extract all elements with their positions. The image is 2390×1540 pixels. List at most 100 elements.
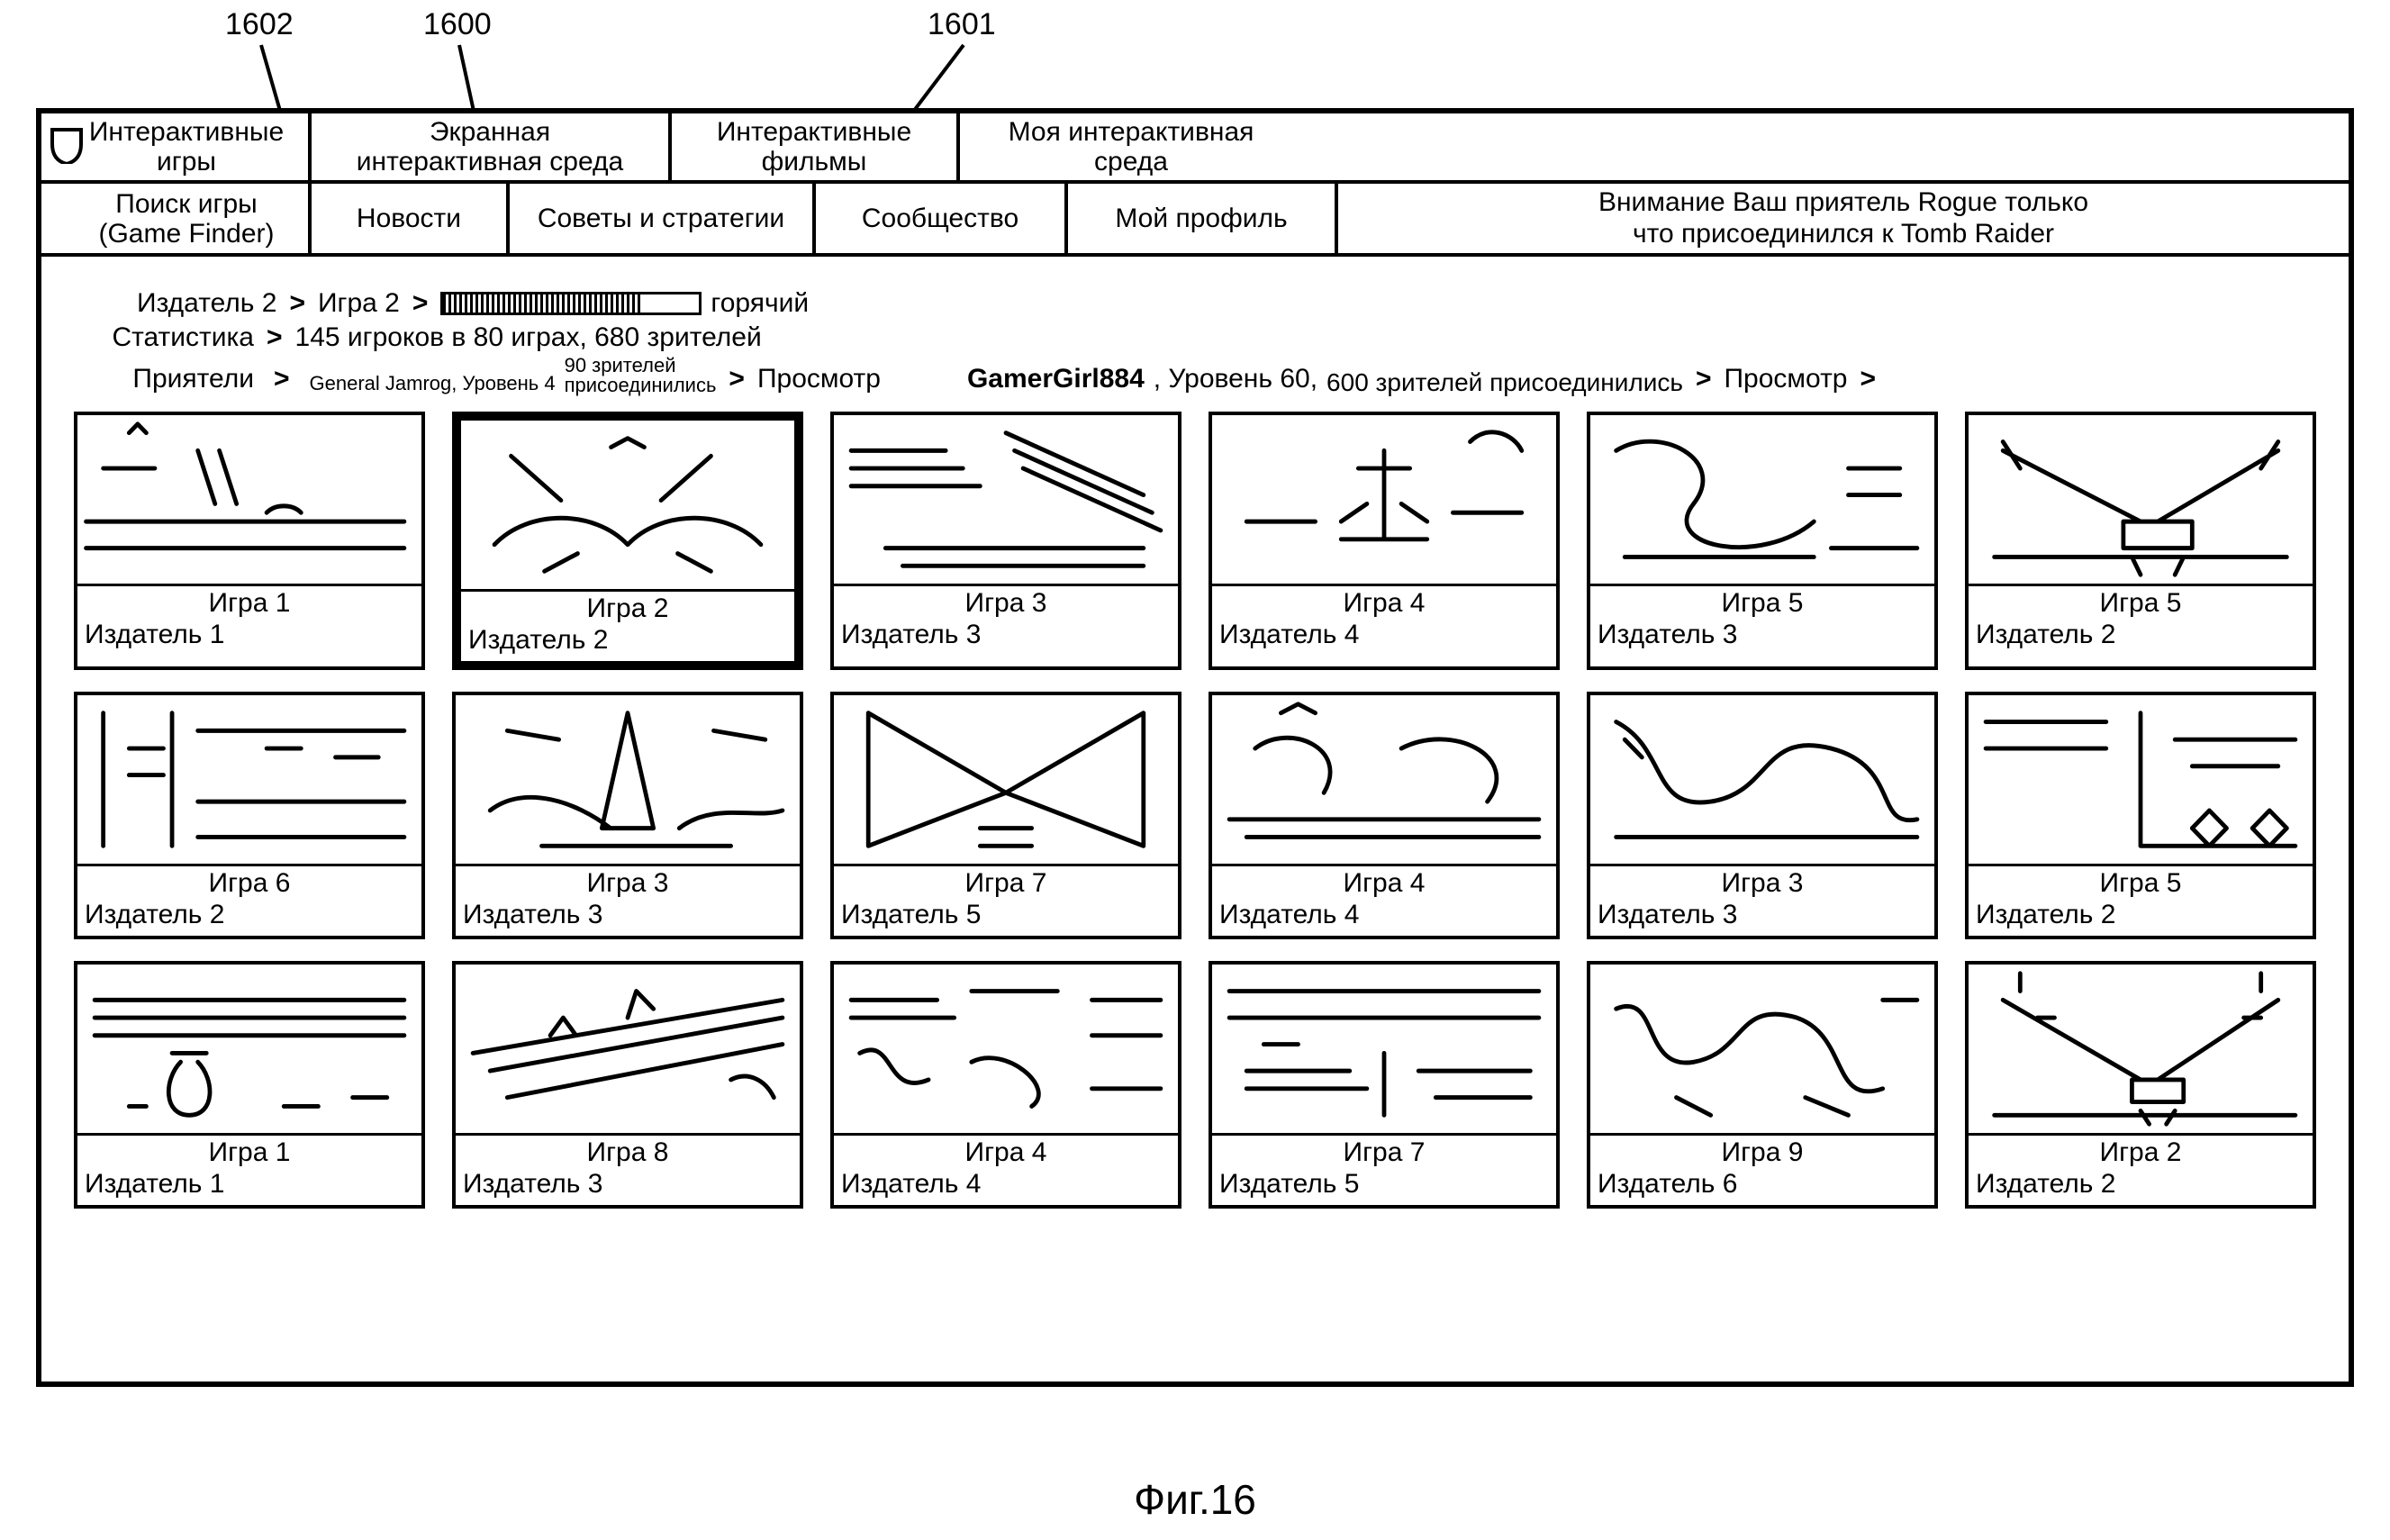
tile-game-label: Игра 3 bbox=[1598, 868, 1927, 900]
tab-label: Интерактивные игры bbox=[86, 117, 286, 177]
game-thumbnail bbox=[1212, 965, 1556, 1136]
tile-meta: Игра 6Издатель 2 bbox=[77, 866, 421, 936]
game-thumbnail bbox=[1969, 415, 2313, 586]
tab-community[interactable]: Сообщество bbox=[816, 184, 1068, 253]
tile-meta: Игра 5Издатель 2 bbox=[1969, 866, 2313, 936]
tile-meta: Игра 5Издатель 2 bbox=[1969, 586, 2313, 656]
game-thumbnail bbox=[77, 415, 421, 586]
friend-2-viewers: 600 зрителей присоединились bbox=[1326, 370, 1683, 395]
tab-label: Экранная интерактивная среда bbox=[333, 117, 647, 177]
hot-label: горячий bbox=[711, 287, 809, 320]
tile-meta: Игра 7Издатель 5 bbox=[834, 866, 1178, 936]
tab-interactive-movies[interactable]: Интерактивные фильмы bbox=[672, 113, 960, 180]
tile-meta: Игра 3Издатель 3 bbox=[834, 586, 1178, 656]
game-tile[interactable]: Игра 4Издатель 4 bbox=[1209, 692, 1560, 939]
friend-2-level: , Уровень 60, bbox=[1154, 363, 1317, 395]
breadcrumb-row-friends: Приятели > General Jamrog, Уровень 4 90 … bbox=[74, 356, 2316, 395]
game-thumbnail bbox=[834, 965, 1178, 1136]
tile-meta: Игра 3Издатель 3 bbox=[456, 866, 800, 936]
notification-text: Внимание Ваш приятель Rogue только что п… bbox=[1356, 187, 2331, 249]
chevron-right-icon: > bbox=[274, 363, 290, 395]
tile-game-label: Игра 5 bbox=[1598, 588, 1927, 620]
tile-game-label: Игра 3 bbox=[463, 868, 792, 900]
game-tile[interactable]: Игра 5Издатель 2 bbox=[1965, 412, 2316, 670]
tile-meta: Игра 2Издатель 2 bbox=[461, 592, 794, 661]
game-thumbnail bbox=[461, 421, 794, 592]
tile-meta: Игра 9Издатель 6 bbox=[1590, 1136, 1934, 1205]
tab-news[interactable]: Новости bbox=[312, 184, 510, 253]
tile-game-label: Игра 1 bbox=[85, 588, 414, 620]
tile-publisher-label: Издатель 3 bbox=[463, 900, 792, 931]
game-thumbnail bbox=[1212, 415, 1556, 586]
game-tile[interactable]: Игра 9Издатель 6 bbox=[1587, 961, 1938, 1209]
tile-meta: Игра 8Издатель 3 bbox=[456, 1136, 800, 1205]
tile-publisher-label: Издатель 4 bbox=[1219, 620, 1549, 651]
tile-publisher-label: Издатель 4 bbox=[841, 1169, 1171, 1200]
tile-publisher-label: Издатель 6 bbox=[1598, 1169, 1927, 1200]
tab-label: Новости bbox=[333, 204, 484, 233]
tile-publisher-label: Издатель 3 bbox=[1598, 620, 1927, 651]
friend-2-name[interactable]: GamerGirl884 bbox=[967, 363, 1145, 395]
game-tile[interactable]: Игра 3Издатель 3 bbox=[452, 692, 803, 939]
content-area: Издатель 2 > Игра 2 > горячий Статистика… bbox=[41, 257, 2349, 1209]
tile-meta: Игра 3Издатель 3 bbox=[1590, 866, 1934, 936]
game-tile[interactable]: Игра 8Издатель 3 bbox=[452, 961, 803, 1209]
tile-game-label: Игра 8 bbox=[463, 1137, 792, 1169]
game-tile[interactable]: Игра 5Издатель 2 bbox=[1965, 692, 2316, 939]
top-nav-row-2: Поиск игры (Game Finder) Новости Советы … bbox=[41, 184, 2349, 253]
tab-my-env[interactable]: Моя интерактивная среда bbox=[960, 113, 1302, 180]
tile-publisher-label: Издатель 3 bbox=[841, 620, 1171, 651]
tile-publisher-label: Издатель 1 bbox=[85, 620, 414, 651]
view-button[interactable]: Просмотр bbox=[1724, 363, 1847, 395]
chevron-right-icon: > bbox=[729, 363, 745, 395]
game-tile[interactable]: Игра 1Издатель 1 bbox=[74, 961, 425, 1209]
tile-publisher-label: Издатель 5 bbox=[1219, 1169, 1549, 1200]
game-tile[interactable]: Игра 7Издатель 5 bbox=[1209, 961, 1560, 1209]
friend-1: General Jamrog, Уровень 4 90 зрителей пр… bbox=[310, 356, 881, 395]
crumb-publisher[interactable]: Издатель 2 bbox=[137, 287, 276, 320]
figure-caption: Фиг.16 bbox=[0, 1475, 2390, 1524]
game-tile-grid: Игра 1Издатель 1Игра 2Издатель 2Игра 3Из… bbox=[74, 412, 2316, 1209]
tab-screen-env[interactable]: Экранная интерактивная среда bbox=[312, 113, 672, 180]
figure-canvas: 1602 1600 1601 Интерактивные игры Экранн… bbox=[0, 0, 2390, 1540]
tab-interactive-games[interactable]: Интерактивные игры bbox=[41, 113, 312, 180]
tab-label: Поиск игры (Game Finder) bbox=[86, 189, 286, 249]
chevron-right-icon: > bbox=[289, 287, 305, 320]
game-thumbnail bbox=[1969, 695, 2313, 866]
top-nav-row-1: Интерактивные игры Экранная интерактивна… bbox=[41, 113, 2349, 184]
tab-game-finder[interactable]: Поиск игры (Game Finder) bbox=[41, 184, 312, 253]
tile-game-label: Игра 4 bbox=[841, 1137, 1171, 1169]
game-tile[interactable]: Игра 5Издатель 3 bbox=[1587, 412, 1938, 670]
tab-my-profile[interactable]: Мой профиль bbox=[1068, 184, 1338, 253]
game-tile[interactable]: Игра 6Издатель 2 bbox=[74, 692, 425, 939]
tile-game-label: Игра 6 bbox=[85, 868, 414, 900]
breadcrumb-row-stats: Статистика > 145 игроков в 80 играх, 680… bbox=[74, 322, 2316, 354]
tile-game-label: Игра 2 bbox=[1976, 1137, 2305, 1169]
game-tile[interactable]: Игра 4Издатель 4 bbox=[830, 961, 1181, 1209]
tab-label: Советы и стратегии bbox=[531, 204, 791, 233]
game-tile[interactable]: Игра 2Издатель 2 bbox=[452, 412, 803, 670]
game-tile[interactable]: Игра 3Издатель 3 bbox=[830, 412, 1181, 670]
tab-tips[interactable]: Советы и стратегии bbox=[510, 184, 816, 253]
chevron-right-icon: > bbox=[267, 322, 283, 354]
game-tile[interactable]: Игра 2Издатель 2 bbox=[1965, 961, 2316, 1209]
hot-meter bbox=[440, 292, 702, 315]
game-thumbnail bbox=[1590, 695, 1934, 866]
tile-meta: Игра 4Издатель 4 bbox=[834, 1136, 1178, 1205]
tab-label: Интерактивные фильмы bbox=[693, 117, 935, 177]
tile-game-label: Игра 1 bbox=[85, 1137, 414, 1169]
friend-1-name[interactable]: General Jamrog, Уровень 4 bbox=[310, 372, 556, 395]
view-button[interactable]: Просмотр bbox=[757, 363, 881, 395]
tile-publisher-label: Издатель 5 bbox=[841, 900, 1171, 931]
tile-game-label: Игра 4 bbox=[1219, 868, 1549, 900]
friend-1-viewers: 90 зрителей присоединились bbox=[565, 356, 717, 395]
game-tile[interactable]: Игра 7Издатель 5 bbox=[830, 692, 1181, 939]
game-tile[interactable]: Игра 3Издатель 3 bbox=[1587, 692, 1938, 939]
game-tile[interactable]: Игра 4Издатель 4 bbox=[1209, 412, 1560, 670]
tile-meta: Игра 4Издатель 4 bbox=[1212, 866, 1556, 936]
crumb-game[interactable]: Игра 2 bbox=[318, 287, 400, 320]
game-thumbnail bbox=[1969, 965, 2313, 1136]
tile-game-label: Игра 3 bbox=[841, 588, 1171, 620]
game-tile[interactable]: Игра 1Издатель 1 bbox=[74, 412, 425, 670]
tile-publisher-label: Издатель 2 bbox=[1976, 1169, 2305, 1200]
